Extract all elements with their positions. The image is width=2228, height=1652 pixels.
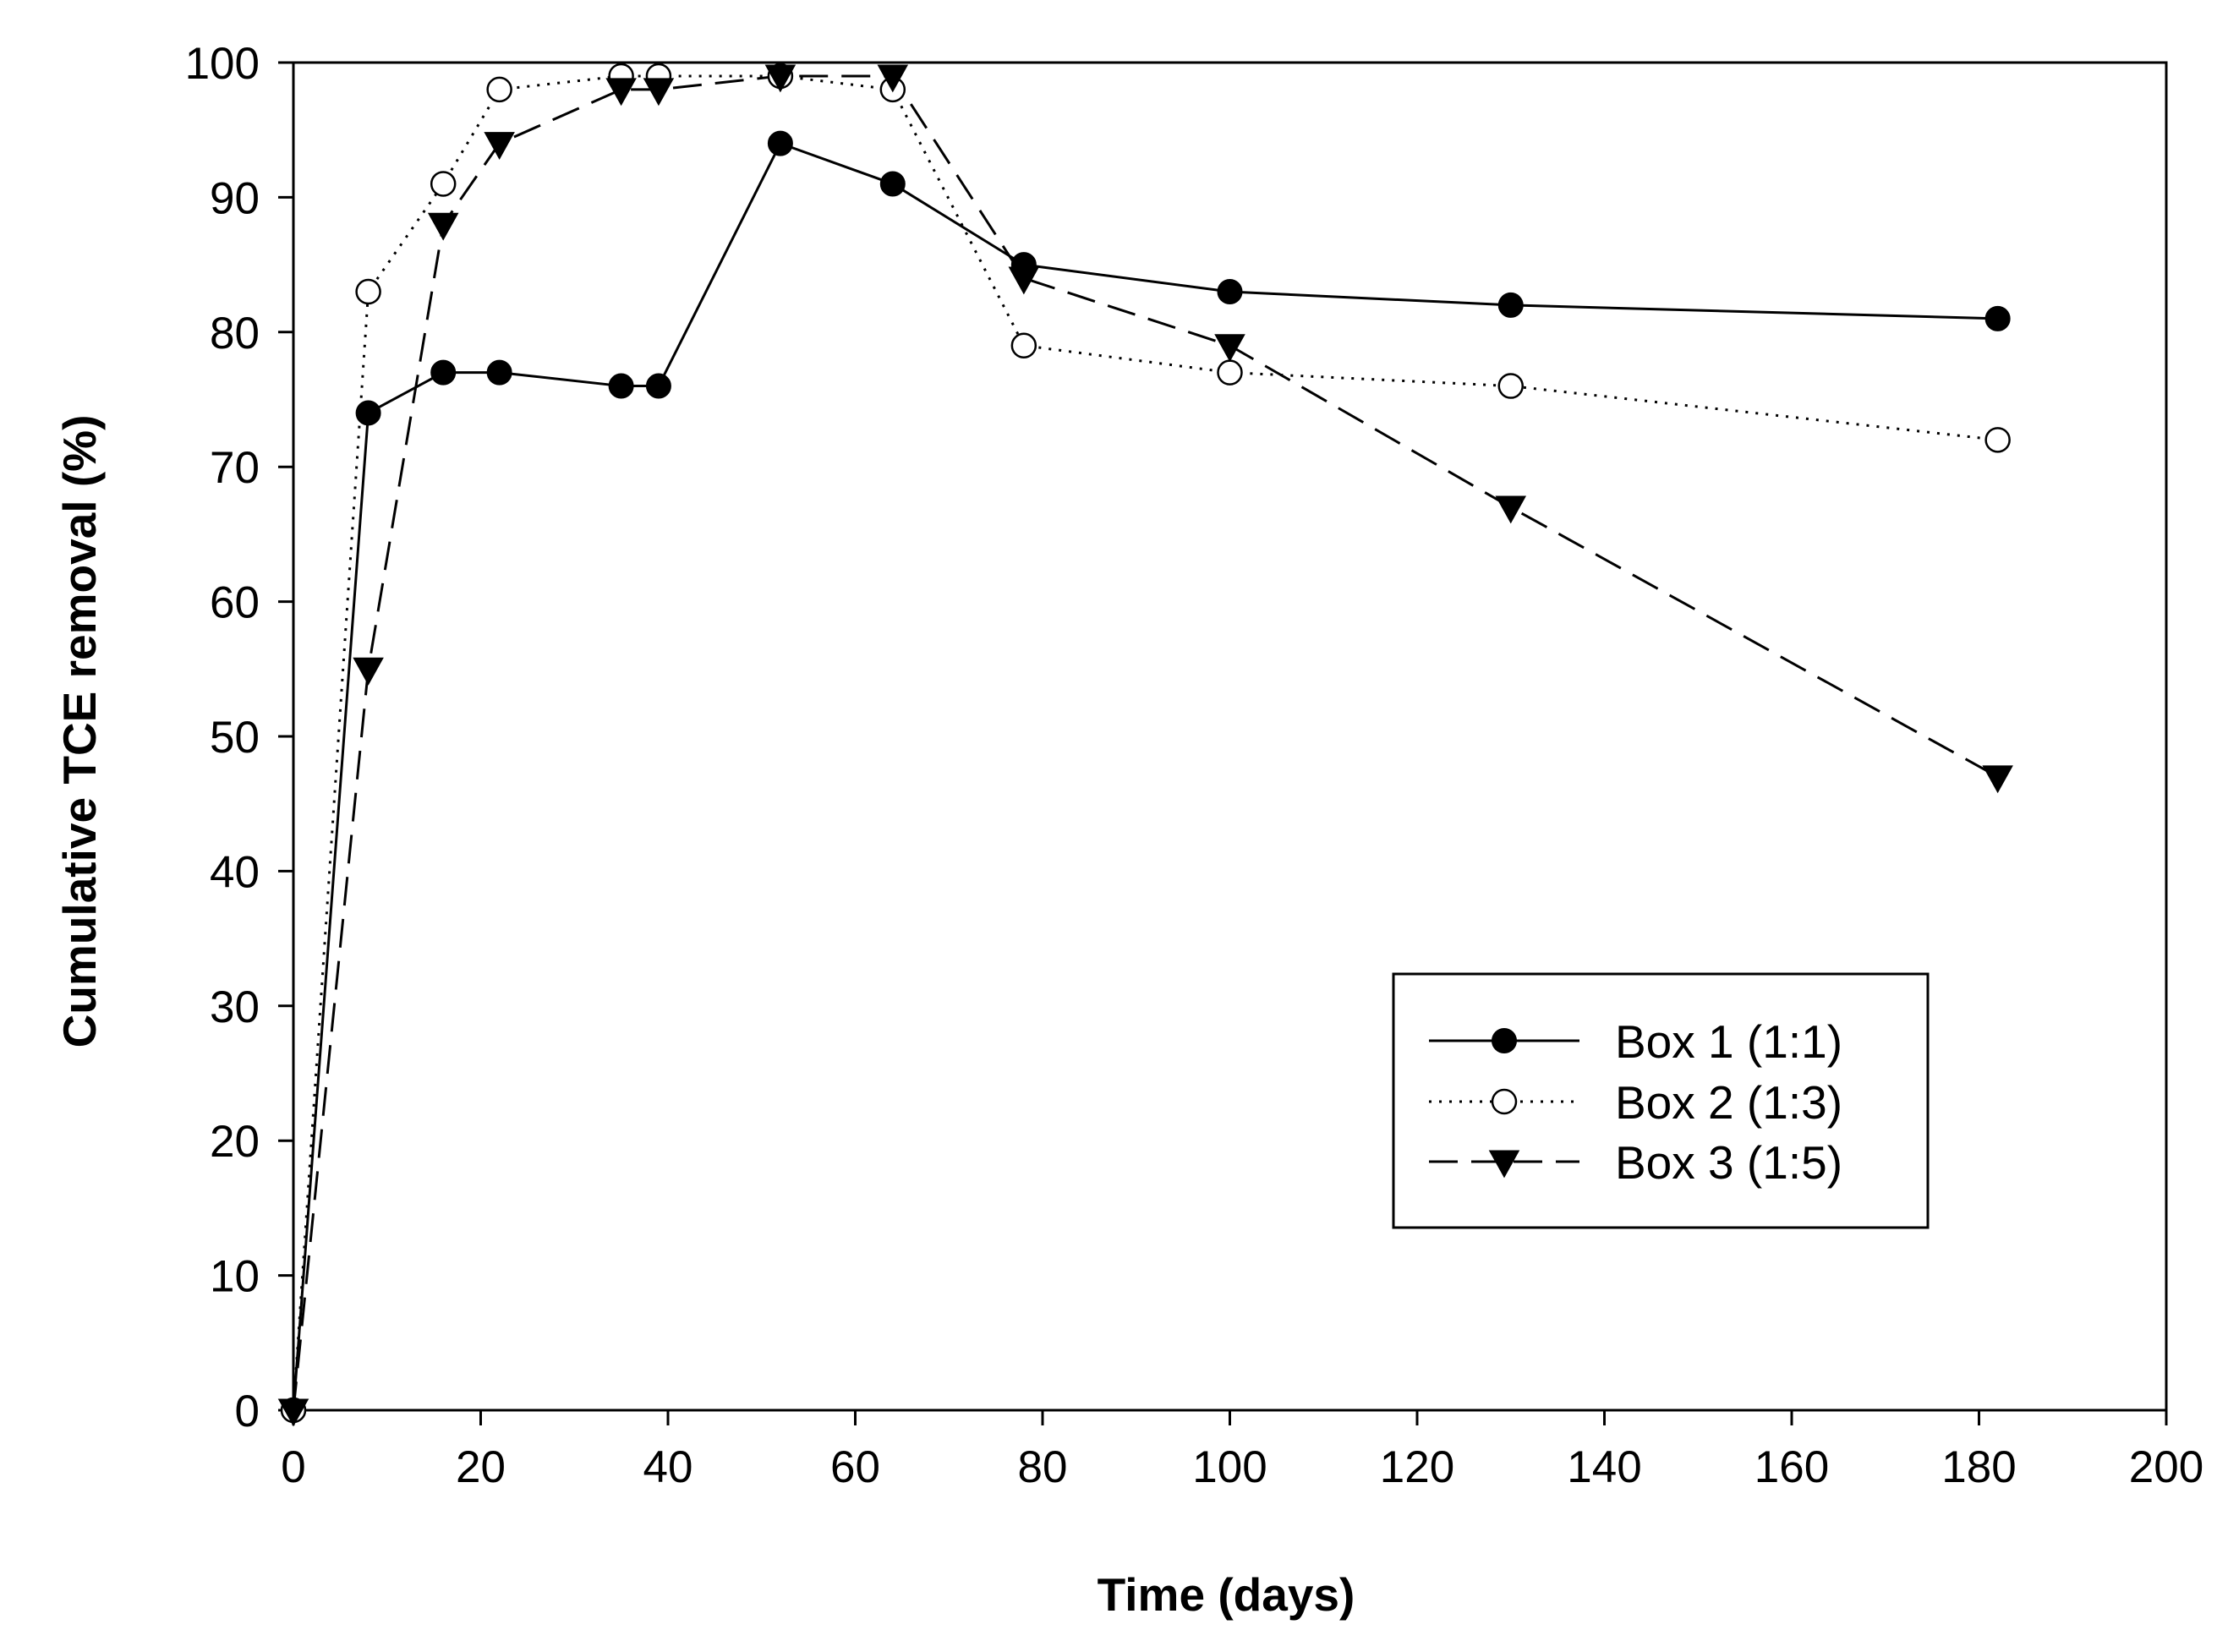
- series-line-box-2: [292, 74, 1998, 1411]
- data-point-box-1: [355, 400, 381, 426]
- y-tick-label: 50: [210, 713, 260, 763]
- data-point-box-3: [353, 657, 384, 686]
- legend-label-box-2: Box 2 (1:3): [1615, 1076, 1842, 1129]
- legend-marker-box-3: [1488, 1150, 1520, 1179]
- data-point-box-2: [486, 76, 512, 103]
- legend: Box 1 (1:1) Box 2 (1:3) Box 3 (1:5): [1392, 972, 1930, 1229]
- data-point-box-3: [1495, 495, 1527, 524]
- y-tick-label: 30: [210, 982, 260, 1032]
- data-point-box-3: [484, 132, 515, 161]
- data-point-box-2: [1984, 427, 2011, 453]
- y-tick-label: 100: [185, 39, 260, 89]
- x-tick-label: 40: [643, 1442, 693, 1492]
- x-tick-label: 20: [456, 1442, 506, 1492]
- data-point-box-1: [1984, 305, 2011, 331]
- data-point-box-1: [645, 373, 671, 399]
- data-point-box-3: [643, 78, 675, 107]
- y-tick-label: 70: [210, 443, 260, 493]
- x-tick-label: 200: [2129, 1442, 2203, 1492]
- y-tick-label: 20: [210, 1117, 260, 1167]
- axes-layer: 0 20 40 60 80 100 120 140 160 180 200 0 10 20 30 40 50 60…: [185, 39, 2204, 1492]
- data-point-box-1: [1497, 292, 1524, 318]
- data-point-box-2: [1010, 332, 1037, 358]
- legend-label-box-3: Box 3 (1:5): [1615, 1136, 1842, 1189]
- x-tick-label: 80: [1018, 1442, 1068, 1492]
- data-point-box-3: [1982, 765, 2013, 794]
- data-point-box-1: [767, 130, 793, 156]
- data-point-box-1: [430, 359, 457, 386]
- x-tick-label: 0: [281, 1442, 305, 1492]
- x-tick-label: 100: [1192, 1442, 1267, 1492]
- x-tick-label: 120: [1380, 1442, 1454, 1492]
- data-point-box-2: [355, 278, 381, 305]
- data-point-box-2: [430, 171, 457, 197]
- series-line-box-1: [292, 142, 1998, 1411]
- data-point-box-2: [1217, 359, 1243, 386]
- x-tick-label: 60: [830, 1442, 880, 1492]
- y-tick-label: 60: [210, 578, 260, 628]
- series-layer: [277, 63, 2013, 1427]
- data-point-box-1: [1217, 278, 1243, 304]
- y-tick-label: 80: [210, 309, 260, 358]
- data-point-box-3: [1008, 266, 1040, 295]
- y-tick-label: 40: [210, 847, 260, 897]
- data-point-box-3: [427, 212, 459, 241]
- data-point-box-1: [486, 359, 512, 386]
- data-point-box-3: [605, 78, 637, 107]
- y-tick-label: 10: [210, 1252, 260, 1302]
- legend-label-box-1: Box 1 (1:1): [1615, 1015, 1842, 1068]
- data-point-box-3: [1214, 334, 1245, 363]
- x-tick-label: 160: [1754, 1442, 1829, 1492]
- legend-marker-box-2: [1491, 1088, 1518, 1115]
- data-point-box-2: [1497, 373, 1524, 399]
- data-point-box-3: [877, 64, 909, 93]
- x-axis-title: Time (days): [1098, 1568, 1355, 1621]
- y-axis-title: Cumulative TCE removal (%): [53, 415, 106, 1048]
- legend-box: [1392, 972, 1930, 1229]
- y-tick-label: 0: [235, 1387, 260, 1436]
- x-tick-label: 180: [1941, 1442, 2016, 1492]
- data-point-box-1: [608, 373, 634, 399]
- y-tick-label: 90: [210, 173, 260, 223]
- data-point-box-1: [879, 171, 906, 197]
- series-line-box-3: [292, 74, 1999, 1411]
- data-point-box-3: [277, 1398, 309, 1427]
- data-point-box-3: [764, 64, 796, 93]
- x-tick-label: 140: [1567, 1442, 1641, 1492]
- legend-marker-box-1: [1492, 1028, 1517, 1053]
